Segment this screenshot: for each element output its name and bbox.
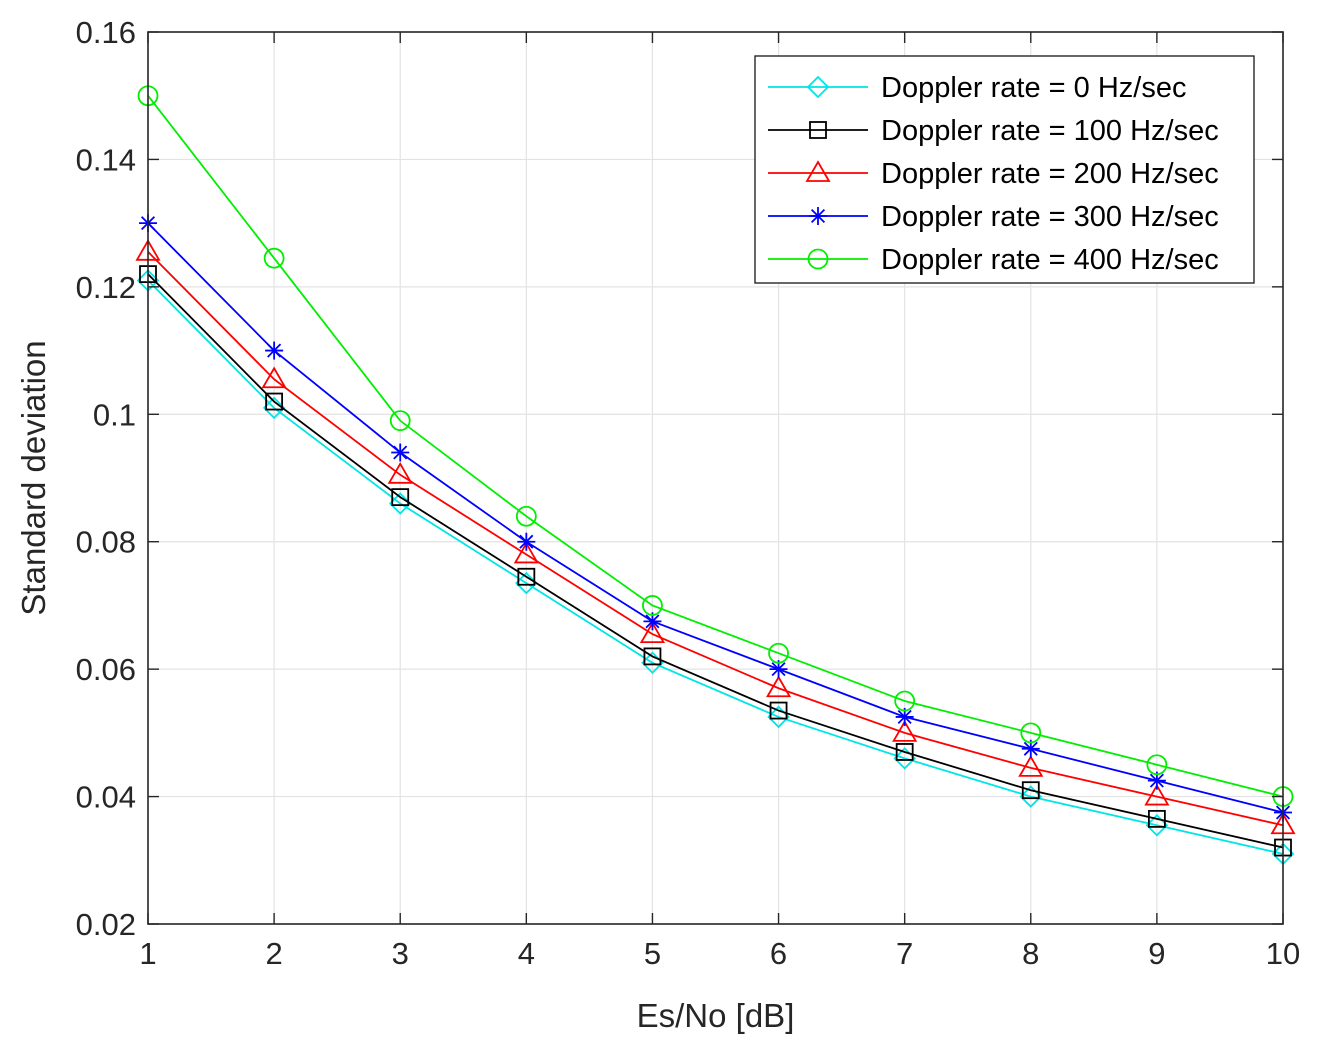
data-point xyxy=(642,595,663,616)
plot-area xyxy=(135,85,1296,866)
data-point xyxy=(769,701,788,720)
y-tick-label: 0.02 xyxy=(76,907,136,942)
data-point xyxy=(1021,781,1040,800)
data-point xyxy=(517,532,536,551)
y-tick-label: 0.1 xyxy=(93,397,136,432)
data-point xyxy=(895,743,914,761)
data-point xyxy=(1145,813,1169,837)
axes-box xyxy=(147,31,1284,925)
data-point xyxy=(515,571,538,595)
data-point xyxy=(639,621,666,643)
legend-marker xyxy=(805,160,831,182)
data-point xyxy=(643,612,662,631)
y-tick-label: 0.08 xyxy=(76,525,136,560)
legend-item: Doppler rate = 0 Hz/sec xyxy=(768,72,1186,104)
data-point xyxy=(265,341,284,360)
legend-label: Doppler rate = 300 Hz/sec xyxy=(881,201,1219,233)
data-point xyxy=(1144,783,1170,806)
y-tick-label: 0.14 xyxy=(76,142,136,177)
y-tick-label: 0.16 xyxy=(76,15,136,50)
data-point xyxy=(769,660,788,679)
data-point xyxy=(391,488,410,507)
legend-item: Doppler rate = 100 Hz/sec xyxy=(768,115,1219,147)
x-tick-label: 6 xyxy=(770,936,787,971)
y-axis-label: Standard deviation xyxy=(15,340,52,615)
ticks: 1 2 3 4 5 6 7 8 9 10 0.02 0.04 0.06 0.08 0.1 0.12 0.14 0.… xyxy=(76,15,1301,971)
series-line xyxy=(147,279,1284,855)
data-point xyxy=(262,396,286,420)
x-axis-label: Es/No [dB] xyxy=(637,997,795,1034)
data-point xyxy=(389,410,411,432)
x-tick-label: 9 xyxy=(1148,936,1165,971)
data-point xyxy=(387,462,413,484)
legend-label: Doppler rate = 200 Hz/sec xyxy=(881,158,1219,190)
data-point xyxy=(893,747,916,770)
data-point xyxy=(1018,755,1044,777)
legend-marker xyxy=(806,75,830,99)
x-tick-label: 8 xyxy=(1022,936,1039,971)
legend-marker xyxy=(807,248,829,270)
legend-item: Doppler rate = 300 Hz/sec xyxy=(768,201,1219,233)
data-point xyxy=(517,567,536,586)
data-point xyxy=(643,647,662,666)
data-point xyxy=(768,642,789,664)
legend: Doppler rate = 0 Hz/sec Doppler rate = 10… xyxy=(754,55,1255,284)
series-1 xyxy=(139,265,1292,857)
legend-item: Doppler rate = 200 Hz/sec xyxy=(768,158,1219,190)
legend-box xyxy=(754,55,1255,284)
x-tick-label: 10 xyxy=(1266,936,1300,971)
y-tick-label: 0.04 xyxy=(76,780,136,815)
data-point xyxy=(263,247,285,269)
data-point xyxy=(1146,754,1168,776)
legend-label: Doppler rate = 0 Hz/sec xyxy=(881,72,1186,104)
data-point xyxy=(894,690,916,712)
series-line xyxy=(147,251,1284,827)
legend-label: Doppler rate = 400 Hz/sec xyxy=(881,244,1219,276)
data-point xyxy=(892,720,918,742)
data-point xyxy=(265,392,284,411)
data-point xyxy=(388,492,412,515)
data-point xyxy=(513,541,539,564)
x-tick-label: 2 xyxy=(265,936,282,971)
x-tick-label: 3 xyxy=(392,936,409,971)
series-2 xyxy=(135,239,1296,835)
data-point xyxy=(261,366,287,389)
series-line xyxy=(147,273,1284,849)
data-point xyxy=(515,505,537,527)
data-point xyxy=(1147,809,1166,828)
data-point xyxy=(391,443,410,462)
legend-item: Doppler rate = 400 Hz/sec xyxy=(768,244,1219,276)
x-tick-label: 1 xyxy=(139,936,156,971)
legend-label: Doppler rate = 100 Hz/sec xyxy=(881,115,1219,147)
x-tick-label: 7 xyxy=(896,936,913,971)
y-tick-label: 0.06 xyxy=(76,652,136,687)
x-tick-label: 5 xyxy=(644,936,661,971)
series-line xyxy=(147,95,1284,798)
data-point xyxy=(765,675,792,698)
legend-marker xyxy=(809,207,827,225)
data-point xyxy=(1147,771,1166,790)
data-point xyxy=(1020,722,1042,744)
y-tick-label: 0.12 xyxy=(76,270,136,305)
series-line xyxy=(147,222,1284,814)
x-tick-label: 4 xyxy=(518,936,535,971)
legend-marker xyxy=(809,121,827,139)
data-point xyxy=(1019,785,1043,808)
